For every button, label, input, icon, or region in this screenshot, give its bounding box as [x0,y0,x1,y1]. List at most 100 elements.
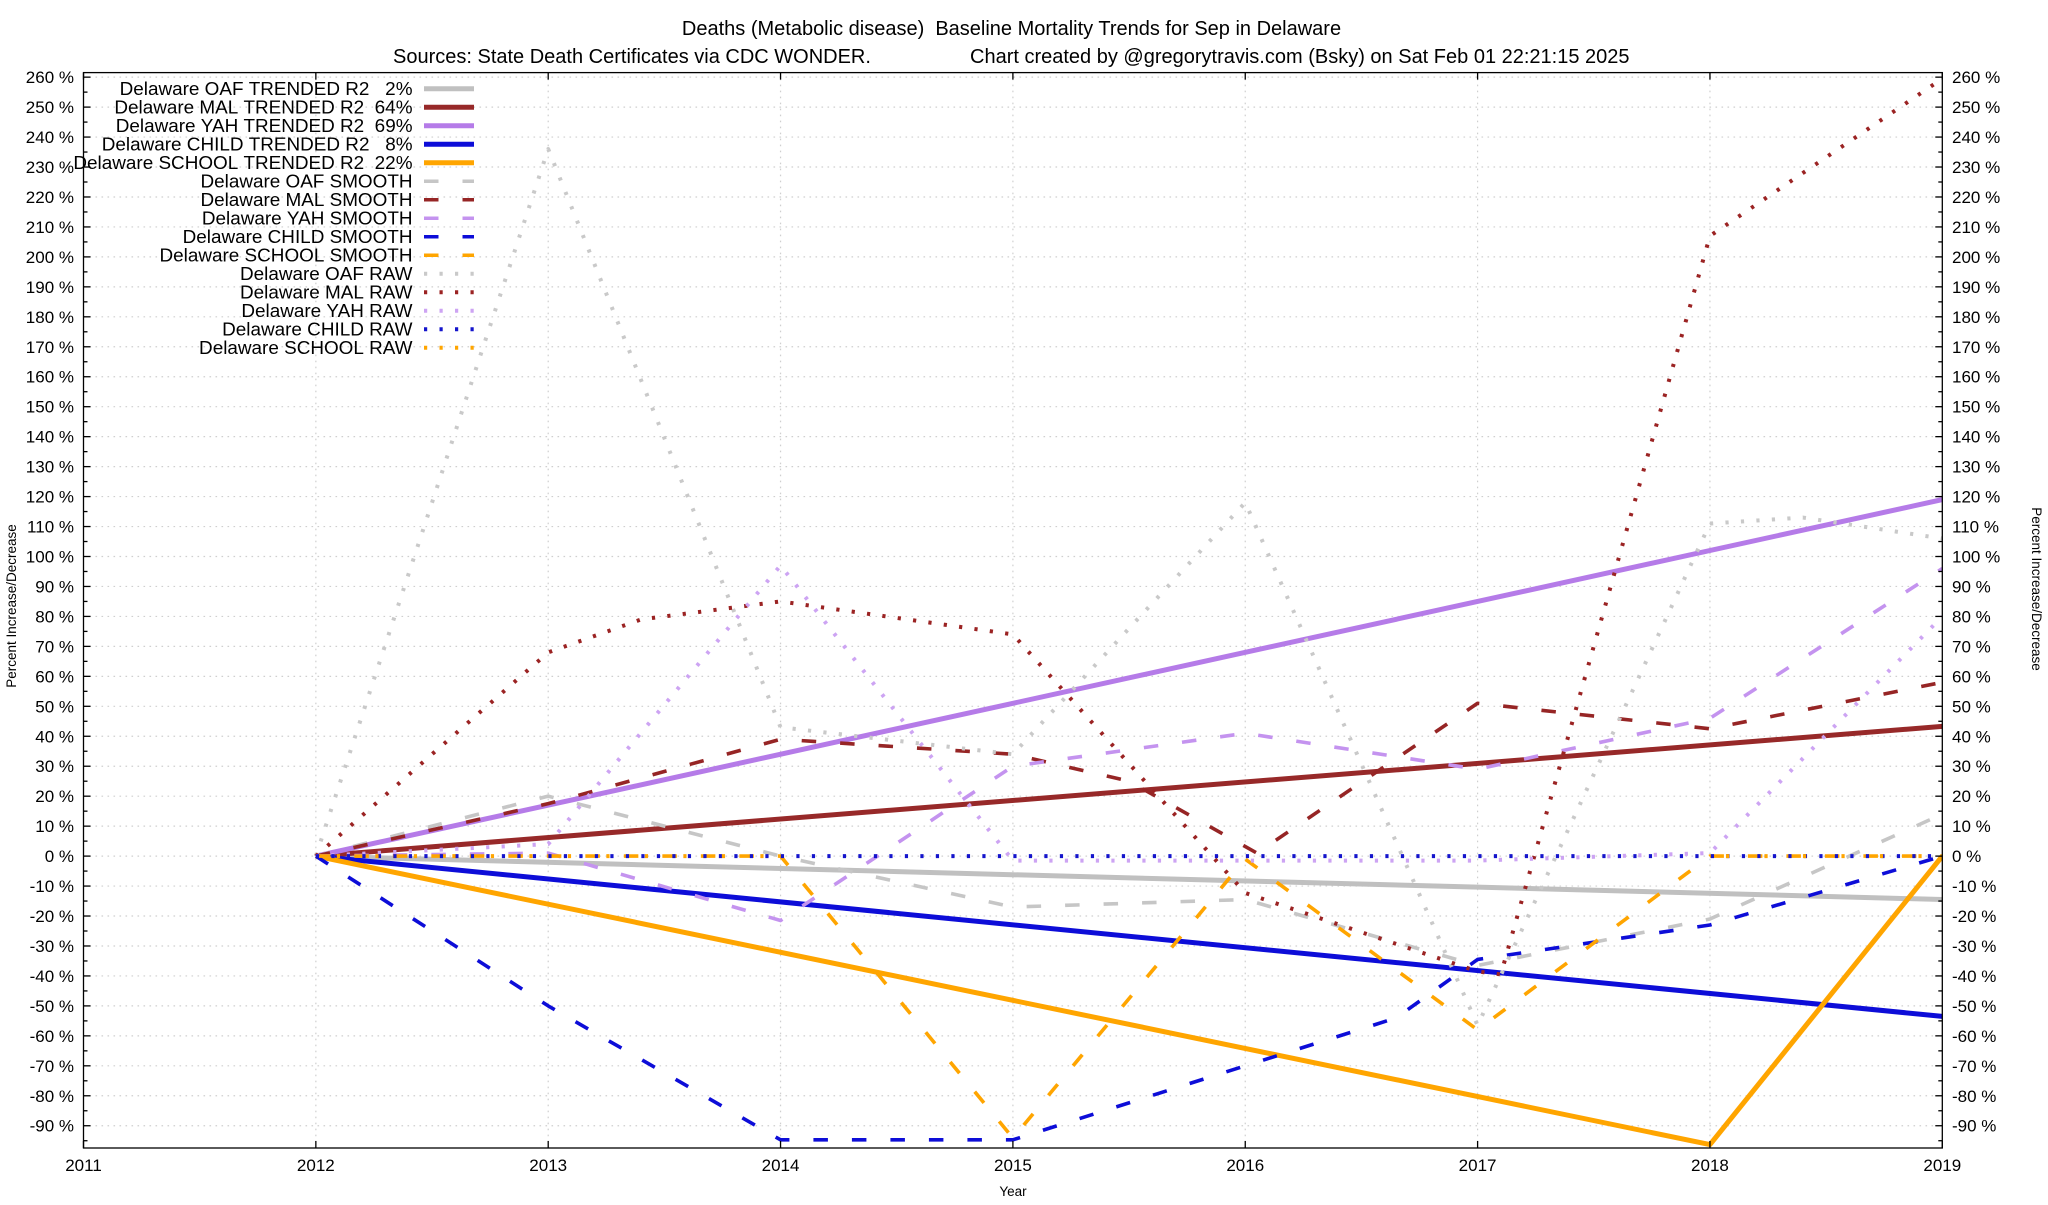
svg-text:90 %: 90 % [1952,577,1991,596]
svg-text:120 %: 120 % [26,488,74,507]
svg-text:-80 %: -80 % [1952,1087,1996,1106]
svg-text:Year: Year [999,1184,1027,1199]
svg-text:-30 %: -30 % [30,937,74,956]
svg-text:Delaware MAL TRENDED R2 64%: Delaware MAL TRENDED R2 64% [114,97,412,118]
svg-text:90 %: 90 % [35,577,74,596]
svg-text:Delaware SCHOOL TRENDED R2 22: Delaware SCHOOL TRENDED R2 22% [73,153,412,174]
svg-text:110 %: 110 % [1952,518,1999,537]
svg-text:230 %: 230 % [26,158,74,177]
svg-text:250 %: 250 % [26,98,74,117]
svg-text:210 %: 210 % [1952,218,2000,237]
svg-text:Percent Increase/Decrease: Percent Increase/Decrease [4,524,19,688]
svg-text:150 %: 150 % [26,398,74,417]
svg-text:60 %: 60 % [1952,667,1991,686]
svg-text:50 %: 50 % [1952,697,1991,716]
svg-text:80 %: 80 % [1952,607,1991,626]
svg-text:60 %: 60 % [35,667,74,686]
svg-text:190 %: 190 % [1952,278,2000,297]
svg-text:0 %: 0 % [1952,847,1981,866]
svg-text:Chart created by @gregorytravi: Chart created by @gregorytravis.com (Bsk… [970,46,1630,68]
svg-text:160 %: 160 % [26,368,74,387]
svg-text:Deaths (Metabolic disease) Ba: Deaths (Metabolic disease) Baseline Mort… [682,18,1341,40]
svg-text:250 %: 250 % [1952,98,2000,117]
svg-text:-90 %: -90 % [1952,1117,1996,1136]
svg-text:190 %: 190 % [26,278,74,297]
svg-text:100 %: 100 % [1952,548,2000,567]
svg-text:170 %: 170 % [1952,338,2000,357]
svg-text:30 %: 30 % [1952,757,1991,776]
svg-text:240 %: 240 % [26,128,74,147]
svg-text:Delaware CHILD TRENDED R2 8%: Delaware CHILD TRENDED R2 8% [102,134,413,155]
svg-text:70 %: 70 % [35,637,74,656]
svg-text:20 %: 20 % [35,787,74,806]
svg-text:Delaware MAL SMOOTH: Delaware MAL SMOOTH [200,190,412,211]
svg-text:Delaware OAF TRENDED R2 2%: Delaware OAF TRENDED R2 2% [120,79,413,100]
svg-text:-10 %: -10 % [30,877,74,896]
svg-text:150 %: 150 % [1952,398,2000,417]
svg-text:Delaware YAH SMOOTH: Delaware YAH SMOOTH [202,208,413,229]
svg-text:180 %: 180 % [1952,308,2000,327]
svg-text:Delaware SCHOOL SMOOTH: Delaware SCHOOL SMOOTH [160,245,413,266]
svg-text:2015: 2015 [994,1156,1032,1175]
svg-text:-60 %: -60 % [1952,1027,1996,1046]
svg-text:110 %: 110 % [27,518,74,537]
svg-text:0 %: 0 % [45,847,74,866]
svg-text:80 %: 80 % [35,607,74,626]
svg-text:170 %: 170 % [26,338,74,357]
svg-text:2011: 2011 [65,1156,102,1175]
svg-text:230 %: 230 % [1952,158,2000,177]
svg-text:2014: 2014 [762,1156,800,1175]
svg-text:Delaware YAH TRENDED R2 69%: Delaware YAH TRENDED R2 69% [116,116,413,137]
svg-text:-50 %: -50 % [30,997,74,1016]
svg-text:10 %: 10 % [1952,817,1991,836]
svg-text:Delaware SCHOOL RAW: Delaware SCHOOL RAW [199,338,413,359]
svg-text:Sources: State Death Certifica: Sources: State Death Certificates via CD… [393,46,871,68]
svg-text:40 %: 40 % [35,727,74,746]
svg-text:-40 %: -40 % [1952,967,1996,986]
svg-text:210 %: 210 % [26,218,74,237]
svg-text:130 %: 130 % [26,458,74,477]
svg-text:-90 %: -90 % [30,1117,74,1136]
svg-text:200 %: 200 % [1952,248,2000,267]
svg-text:70 %: 70 % [1952,637,1991,656]
svg-text:-60 %: -60 % [30,1027,74,1046]
svg-text:-80 %: -80 % [30,1087,74,1106]
svg-text:-30 %: -30 % [1952,937,1996,956]
svg-text:160 %: 160 % [1952,368,2000,387]
svg-text:Delaware MAL RAW: Delaware MAL RAW [240,282,413,303]
svg-text:-20 %: -20 % [30,907,74,926]
svg-text:-40 %: -40 % [30,967,74,986]
svg-text:2018: 2018 [1691,1156,1729,1175]
svg-text:50 %: 50 % [35,697,74,716]
svg-text:260 %: 260 % [1952,68,2000,87]
svg-text:260 %: 260 % [26,68,74,87]
svg-text:2013: 2013 [529,1156,567,1175]
svg-text:20 %: 20 % [1952,787,1991,806]
svg-text:-20 %: -20 % [1952,907,1996,926]
svg-text:200 %: 200 % [26,248,74,267]
svg-text:130 %: 130 % [1952,458,2000,477]
svg-text:2016: 2016 [1226,1156,1264,1175]
svg-text:-50 %: -50 % [1952,997,1996,1016]
svg-text:220 %: 220 % [26,188,74,207]
svg-text:180 %: 180 % [26,308,74,327]
svg-text:Delaware OAF RAW: Delaware OAF RAW [240,264,413,285]
svg-text:140 %: 140 % [26,428,74,447]
svg-text:Percent Increase/Decrease: Percent Increase/Decrease [2029,507,2044,671]
svg-text:10 %: 10 % [35,817,74,836]
svg-text:40 %: 40 % [1952,727,1991,746]
svg-text:2019: 2019 [1923,1156,1961,1175]
svg-text:100 %: 100 % [26,548,74,567]
svg-text:220 %: 220 % [1952,188,2000,207]
svg-text:2017: 2017 [1459,1156,1497,1175]
svg-text:Delaware CHILD SMOOTH: Delaware CHILD SMOOTH [183,227,413,248]
svg-text:Delaware CHILD RAW: Delaware CHILD RAW [222,319,413,340]
svg-text:-70 %: -70 % [1952,1057,1996,1076]
svg-text:240 %: 240 % [1952,128,2000,147]
svg-text:30 %: 30 % [35,757,74,776]
svg-text:Delaware OAF SMOOTH: Delaware OAF SMOOTH [200,171,412,192]
svg-text:120 %: 120 % [1952,488,2000,507]
svg-text:-70 %: -70 % [30,1057,74,1076]
svg-text:-10 %: -10 % [1952,877,1996,896]
svg-text:140 %: 140 % [1952,428,2000,447]
